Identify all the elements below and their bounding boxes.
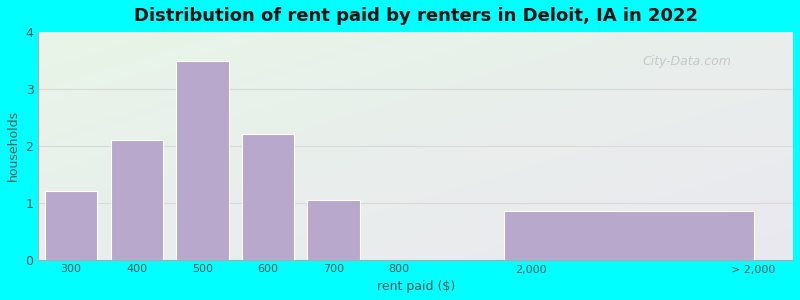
Bar — [176, 61, 229, 260]
Bar — [504, 211, 754, 260]
X-axis label: rent paid ($): rent paid ($) — [377, 280, 455, 293]
Bar — [242, 134, 294, 260]
Y-axis label: households: households — [7, 110, 20, 182]
Bar — [45, 191, 98, 260]
Text: City-Data.com: City-Data.com — [642, 55, 731, 68]
Bar — [110, 140, 163, 260]
Bar — [307, 200, 360, 260]
Title: Distribution of rent paid by renters in Deloit, IA in 2022: Distribution of rent paid by renters in … — [134, 7, 698, 25]
